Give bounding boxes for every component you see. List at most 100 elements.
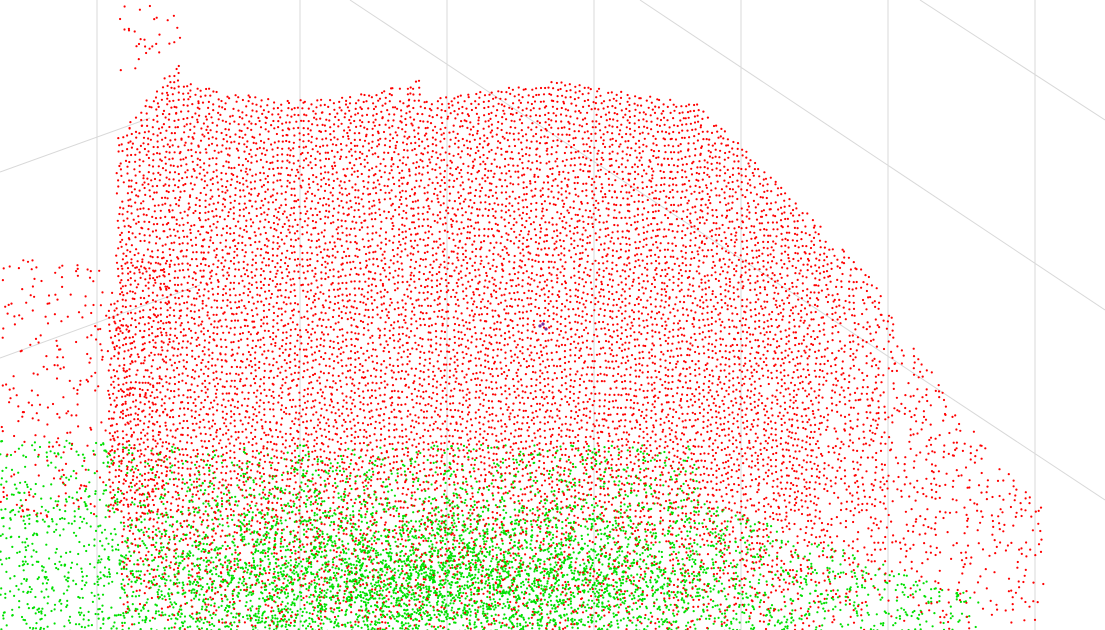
green-point: [198, 598, 201, 601]
green-point: [581, 462, 584, 466]
green-point: [491, 577, 494, 581]
green-point: [290, 603, 293, 607]
green-point: [491, 527, 495, 530]
green-point: [364, 594, 367, 597]
green-point: [616, 550, 619, 554]
green-point: [419, 565, 422, 568]
green-point: [49, 450, 52, 453]
green-point: [547, 524, 550, 528]
green-point: [467, 627, 470, 630]
green-point: [616, 556, 619, 559]
green-point: [237, 559, 240, 563]
green-point: [790, 621, 793, 624]
green-point: [274, 561, 277, 565]
green-point: [543, 598, 546, 601]
green-point: [694, 595, 698, 598]
green-point: [463, 584, 466, 587]
green-point: [256, 621, 259, 624]
green-point: [306, 498, 309, 501]
green-point: [68, 495, 71, 498]
green-point: [324, 566, 327, 569]
green-point: [171, 451, 174, 454]
green-point: [502, 553, 505, 557]
green-point: [200, 618, 203, 621]
green-point: [828, 578, 831, 581]
green-point: [531, 557, 534, 560]
green-point: [352, 535, 355, 538]
green-point: [276, 497, 279, 500]
green-point: [415, 537, 418, 540]
green-point: [466, 492, 469, 496]
green-point: [510, 560, 513, 564]
green-point: [240, 528, 243, 531]
green-point: [605, 586, 608, 589]
green-point: [518, 463, 521, 466]
green-point: [446, 613, 449, 616]
green-point: [552, 541, 555, 545]
green-point: [143, 518, 146, 521]
green-point: [309, 593, 312, 597]
green-point: [822, 607, 825, 610]
green-point: [214, 568, 217, 571]
green-point: [354, 623, 357, 626]
green-point: [137, 621, 140, 625]
green-point: [455, 525, 458, 528]
green-point: [294, 564, 297, 567]
green-point: [357, 557, 360, 560]
green-point: [168, 524, 171, 527]
green-point: [792, 619, 795, 622]
green-point: [675, 478, 678, 481]
green-point: [569, 602, 572, 605]
green-point: [443, 613, 446, 616]
green-point: [196, 575, 199, 578]
green-point: [552, 574, 555, 577]
green-point: [99, 540, 102, 543]
green-point: [546, 548, 549, 551]
green-point: [720, 537, 723, 540]
green-point: [181, 586, 184, 590]
green-point: [182, 592, 185, 595]
green-point: [688, 547, 691, 550]
green-point: [49, 497, 52, 500]
green-point: [100, 443, 103, 446]
green-point: [784, 625, 787, 628]
green-point: [445, 507, 448, 511]
green-point: [463, 501, 466, 504]
green-point: [210, 617, 213, 620]
green-point: [637, 615, 641, 619]
green-point: [316, 606, 320, 609]
green-point: [762, 555, 765, 559]
green-point: [176, 578, 179, 581]
green-point: [50, 483, 53, 486]
green-point: [910, 614, 913, 618]
green-point: [444, 531, 447, 534]
green-point: [610, 624, 613, 627]
green-point: [316, 614, 319, 617]
green-point: [481, 612, 484, 615]
green-point: [450, 609, 453, 612]
green-point: [97, 578, 100, 581]
green-point: [548, 621, 551, 624]
green-point: [233, 621, 236, 624]
green-point: [217, 509, 220, 512]
green-point: [605, 605, 609, 608]
green-point: [389, 555, 392, 558]
green-point: [243, 535, 246, 538]
green-point: [488, 584, 492, 587]
green-point: [395, 601, 398, 604]
green-point: [61, 517, 64, 520]
green-point: [414, 460, 417, 463]
green-point: [756, 596, 759, 599]
green-point: [78, 623, 81, 626]
green-point: [527, 574, 530, 577]
green-point: [667, 608, 671, 612]
green-point: [187, 486, 190, 489]
green-point: [323, 546, 326, 549]
green-point: [462, 624, 465, 627]
green-point: [105, 450, 108, 453]
green-point: [427, 567, 430, 570]
green-point: [673, 470, 676, 473]
green-point: [30, 588, 33, 591]
